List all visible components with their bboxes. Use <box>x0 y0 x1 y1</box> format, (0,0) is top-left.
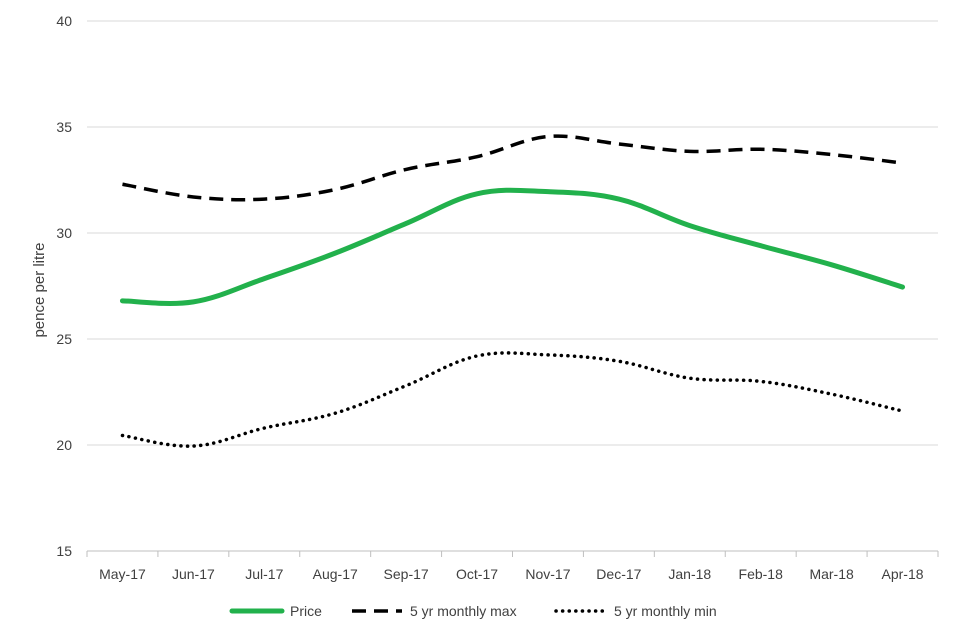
x-tick-label: Jul-17 <box>245 566 283 582</box>
x-tick-label: Dec-17 <box>596 566 641 582</box>
y-tick-label: 35 <box>56 119 72 135</box>
y-tick-label: 25 <box>56 331 72 347</box>
legend: Price 5 yr monthly max 5 yr monthly min <box>229 603 717 619</box>
x-tick-label: Nov-17 <box>525 566 570 582</box>
y-axis-label: pence per litre <box>31 242 48 337</box>
x-tick-label: Oct-17 <box>456 566 498 582</box>
x-tick-label: Apr-18 <box>882 566 924 582</box>
legend-label: Price <box>290 603 322 619</box>
x-tick-label: Mar-18 <box>809 566 854 582</box>
y-tick-label: 15 <box>56 543 72 559</box>
x-tick-label: Feb-18 <box>739 566 784 582</box>
x-tick-label: Aug-17 <box>313 566 358 582</box>
x-tick-label: Jun-17 <box>172 566 215 582</box>
legend-label: 5 yr monthly min <box>614 603 717 619</box>
series-lines <box>119 134 906 448</box>
x-tick-label: Sep-17 <box>384 566 429 582</box>
x-tick-label: Jan-18 <box>668 566 711 582</box>
series-line-0 <box>119 187 906 306</box>
y-tick-label: 30 <box>56 225 72 241</box>
legend-label: 5 yr monthly max <box>410 603 517 619</box>
x-tick-label: May-17 <box>99 566 146 582</box>
y-axis-ticks: 15 20 25 30 35 40 <box>56 13 72 559</box>
series-line-2 <box>120 351 905 448</box>
series-line-1 <box>122 134 903 202</box>
gridlines <box>87 20 938 552</box>
y-tick-label: 40 <box>56 13 72 29</box>
x-axis-ticks: May-17 Jun-17 Jul-17 Aug-17 Sep-17 Oct-17 Nov-… <box>86 551 939 582</box>
y-tick-label: 20 <box>56 437 72 453</box>
